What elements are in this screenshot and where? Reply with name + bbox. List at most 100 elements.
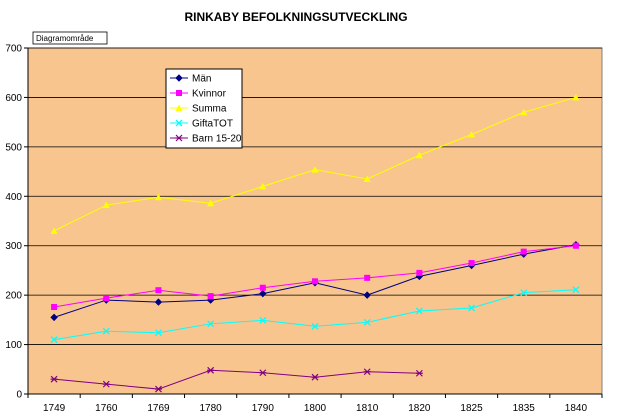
series-kvinnor (51, 242, 579, 311)
data-point (468, 260, 475, 267)
data-point (363, 368, 371, 376)
y-tick-label: 400 (5, 192, 22, 203)
data-point (51, 304, 58, 311)
data-point-stroke (468, 304, 476, 312)
data-point (311, 373, 319, 381)
data-point-stroke (50, 336, 58, 344)
legend-item: GiftaTOT (170, 119, 233, 130)
data-point-stroke (102, 327, 110, 335)
x-tick-label: 1840 (565, 403, 588, 414)
x-tick-label: 1800 (304, 403, 327, 414)
data-point (102, 380, 110, 388)
legend-item: Kvinnor (170, 89, 227, 100)
data-point-stroke (572, 286, 580, 294)
data-point (468, 304, 476, 312)
data-point (175, 74, 183, 82)
data-point (259, 289, 267, 298)
data-point (175, 104, 183, 111)
data-point (50, 375, 58, 383)
series-barn-15-20 (50, 366, 423, 393)
legend-label: GiftaTOT (192, 119, 233, 130)
chart-area-tag-label: Diagramområde (36, 34, 94, 43)
chart-area-tag: Diagramområde (32, 31, 108, 45)
legend-label: Summa (192, 104, 227, 115)
x-tick-label: 1769 (147, 403, 170, 414)
data-point-stroke (520, 289, 528, 297)
data-point (259, 182, 267, 190)
x-tick-label: 1790 (252, 403, 275, 414)
data-point (175, 119, 183, 127)
data-point (103, 295, 110, 302)
data-point (259, 369, 267, 377)
legend-label: Män (192, 74, 211, 85)
data-point (363, 175, 371, 182)
data-point-stroke (207, 320, 215, 328)
legend-item: Summa (170, 104, 227, 115)
data-point (207, 293, 214, 300)
legend-label: Barn 15-20 (192, 134, 242, 145)
chart-title: RINKABY BEFOLKNINGSUTVECKLING (184, 10, 407, 24)
data-point (175, 134, 183, 142)
data-point (176, 90, 182, 96)
axes: 0 100 200 300 400 500 600 700 1749 1760 1769 1780 17… (5, 44, 603, 414)
y-tick-label: 200 (5, 291, 22, 302)
data-point (415, 369, 423, 377)
data-point (520, 108, 528, 116)
data-point (154, 298, 163, 306)
data-point (50, 313, 58, 322)
x-tick-label: 1820 (408, 403, 431, 414)
data-point (311, 322, 319, 330)
series-lines (50, 93, 580, 393)
data-point (468, 131, 476, 138)
data-point (520, 248, 527, 255)
x-tick-label: 1780 (200, 403, 223, 414)
data-point-stroke (363, 318, 371, 326)
series-summa (50, 93, 580, 234)
legend-item: Män (170, 74, 211, 85)
plot-area (27, 47, 603, 395)
x-tick-label: 1825 (460, 403, 483, 414)
data-point (102, 327, 110, 335)
x-tick-label: 1810 (356, 403, 379, 414)
data-point-stroke (175, 119, 183, 127)
data-point (312, 278, 318, 285)
legend-item: Barn 15-20 (170, 134, 242, 145)
data-point (572, 93, 580, 101)
data-point (415, 151, 423, 159)
data-point (259, 284, 266, 291)
y-tick-label: 0 (16, 390, 22, 401)
data-point (415, 307, 423, 315)
data-point (363, 318, 371, 326)
legend: Män Kvinnor Summa GiftaTOT Barn 15-20 (165, 68, 243, 149)
legend-label: Kvinnor (192, 89, 227, 100)
y-tick-label: 700 (5, 44, 22, 55)
data-point (572, 242, 579, 249)
series-giftatot (50, 286, 580, 344)
data-point (207, 366, 215, 374)
y-tick-label: 100 (5, 340, 22, 351)
data-point-stroke (415, 307, 423, 315)
y-tick-label: 300 (5, 241, 22, 252)
data-point (416, 269, 423, 276)
data-point-stroke (154, 329, 162, 337)
data-point (520, 289, 528, 297)
data-point (50, 227, 58, 234)
data-point (572, 286, 580, 294)
data-point (154, 385, 162, 393)
data-point (207, 199, 215, 207)
data-point (154, 329, 162, 337)
data-point (102, 201, 110, 209)
data-point (311, 166, 319, 173)
data-point (50, 336, 58, 344)
x-tick-label: 1835 (513, 403, 536, 414)
data-point (363, 291, 371, 299)
y-tick-label: 500 (5, 142, 22, 153)
x-tick-label: 1760 (95, 403, 118, 414)
data-point (154, 193, 162, 201)
series-line (54, 369, 420, 390)
x-tick-label: 1749 (43, 403, 66, 414)
data-point-stroke (311, 322, 319, 330)
data-point-stroke (259, 316, 267, 324)
data-point (364, 274, 371, 281)
